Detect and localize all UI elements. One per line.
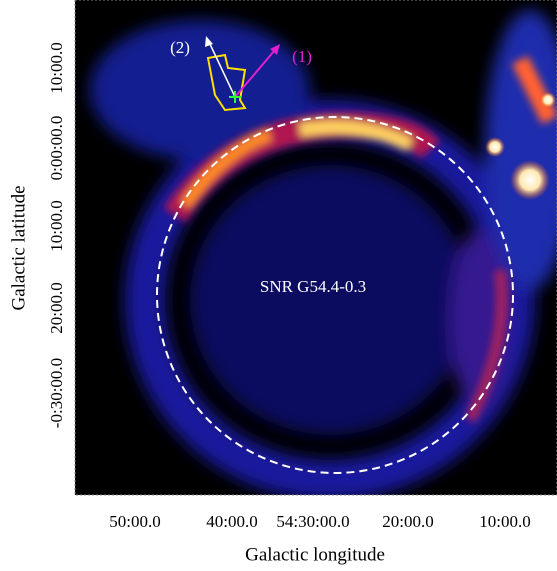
y-tick-label: 20:00.0 — [47, 282, 66, 333]
frame — [74, 0, 557, 496]
y-tick-label: 0:00:00.0 — [47, 116, 66, 181]
annotation: (1) — [292, 47, 312, 66]
x-axis-label: Galactic longitude — [245, 544, 385, 565]
x-tick-label: 10:00.0 — [479, 512, 530, 531]
remnant-outline — [156, 116, 514, 474]
annotation: (2) — [170, 38, 190, 57]
x-tick-label: 54:30:00.0 — [276, 512, 349, 531]
x-tick-label: 20:00.0 — [382, 512, 433, 531]
sky-image — [75, 0, 557, 495]
y-axis-label: Galactic latitude — [8, 185, 29, 310]
y-tick-label: 10:00.0 — [47, 42, 66, 93]
y-ticks: 10:00.0 0:00:00.0 10:00.0 20:00.0 -0:30:00.0 — [47, 42, 66, 428]
x-tick-label: 40:00.0 — [206, 512, 257, 531]
contour — [206, 53, 247, 112]
x-ticks: 50:00.0 40:00.0 54:30:00.0 20:00.0 10:00.0 — [109, 512, 530, 531]
y-tick-label: 10:00.0 — [47, 200, 66, 251]
arrows — [205, 36, 280, 103]
y-tick-label: -0:30:00.0 — [47, 358, 66, 428]
annotation: SNR G54.4-0.3 — [260, 277, 366, 296]
x-tick-label: 50:00.0 — [109, 512, 160, 531]
